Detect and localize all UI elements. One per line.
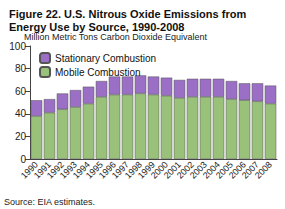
svg-text:Energy Use by Source, 1990-200: Energy Use by Source, 1990-2008 [9,21,184,33]
svg-text:2003: 2003 [187,159,209,181]
svg-text:60: 60 [15,86,27,97]
svg-text:40: 40 [15,108,27,119]
svg-text:2002: 2002 [174,159,196,181]
svg-text:Figure 22. U.S. Nitrous Oxide: Figure 22. U.S. Nitrous Oxide Emissions … [9,8,249,20]
svg-text:100: 100 [9,41,26,52]
svg-text:1993: 1993 [57,159,79,181]
svg-text:2001: 2001 [161,159,183,181]
svg-text:1992: 1992 [44,159,66,181]
svg-text:0: 0 [20,154,26,165]
svg-text:Million Metric Tons Carbon Dio: Million Metric Tons Carbon Dioxide Equiv… [24,32,207,42]
svg-text:1999: 1999 [135,159,157,181]
svg-text:2000: 2000 [148,159,170,181]
svg-text:2007: 2007 [239,159,261,181]
svg-text:1995: 1995 [83,159,105,181]
svg-text:2008: 2008 [253,159,274,180]
svg-text:Mobile Combustion: Mobile Combustion [55,67,141,78]
svg-text:1998: 1998 [122,159,144,181]
svg-text:1991: 1991 [31,159,53,181]
svg-text:1994: 1994 [70,159,92,181]
svg-text:2006: 2006 [226,159,248,181]
svg-text:Source: EIA estimates.: Source: EIA estimates. [4,197,95,207]
svg-text:1996: 1996 [96,159,118,181]
svg-text:1990: 1990 [18,159,40,181]
svg-text:20: 20 [15,131,27,142]
svg-text:1997: 1997 [109,159,131,181]
svg-text:2004: 2004 [200,159,222,181]
svg-text:2005: 2005 [213,159,235,181]
svg-text:80: 80 [15,63,27,74]
svg-text:Stationary Combustion: Stationary Combustion [55,53,156,64]
